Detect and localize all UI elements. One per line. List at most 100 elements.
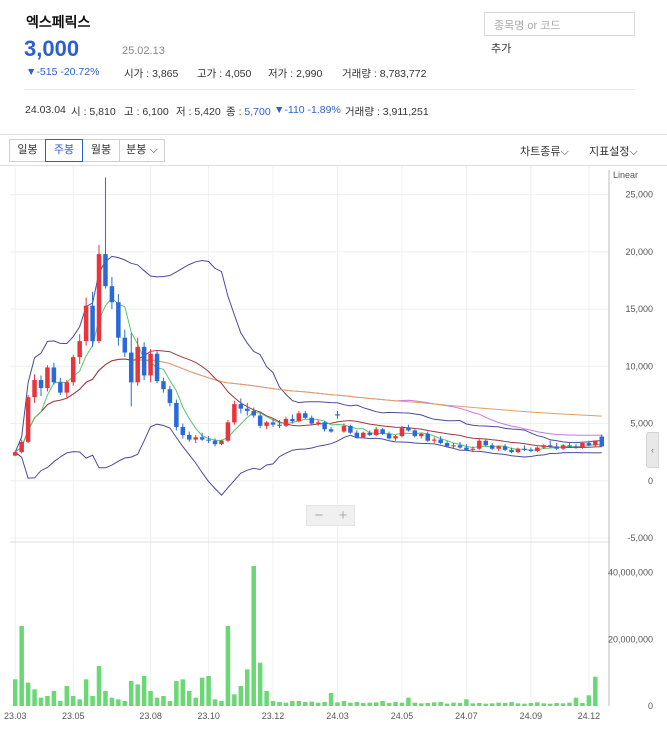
candle-body — [522, 448, 527, 450]
candle-body — [509, 449, 514, 453]
volume-bar — [122, 701, 128, 706]
candle-body — [109, 286, 115, 303]
candle-body — [186, 434, 192, 440]
chart-area[interactable]: Linear 25,000 20,000 15,000 10,000 5,000 0 -5,0… — [0, 166, 667, 733]
volume-bar — [367, 702, 372, 706]
candle-body — [219, 440, 224, 445]
volume-bar — [419, 703, 424, 706]
volume-bar — [212, 699, 218, 706]
volume-bar — [535, 702, 540, 706]
candle-body — [535, 447, 540, 452]
candle-body — [431, 439, 437, 441]
candle-body — [425, 433, 431, 441]
candle-body — [419, 433, 424, 437]
chevron-down-icon: ⌵ — [560, 146, 569, 158]
volume-bar — [477, 703, 482, 706]
price-tick-label: 0 — [648, 476, 653, 486]
candle-body — [315, 422, 321, 424]
candle-body — [593, 440, 598, 446]
stock-chart[interactable]: Linear 25,000 20,000 15,000 10,000 5,000 0 -5,0… — [0, 166, 667, 733]
volume-bar — [154, 697, 160, 706]
volume-bar — [264, 691, 269, 706]
candle-body — [560, 445, 566, 449]
volume-bar — [522, 703, 527, 706]
volume-bar — [399, 702, 405, 706]
candle-body — [277, 424, 282, 426]
volume-bar — [341, 701, 347, 706]
candle-body — [341, 425, 347, 432]
volume-bar — [567, 702, 572, 706]
volume-bar — [393, 702, 398, 706]
tab-daily[interactable]: 일봉 — [9, 139, 46, 162]
candle-body — [51, 367, 57, 383]
volume-tick-label: 20,000,000 — [608, 634, 653, 644]
candle-body — [122, 337, 128, 353]
volume-bar — [32, 689, 37, 706]
x-tick-label: 24.09 — [520, 711, 543, 721]
volume-bar — [457, 703, 463, 706]
volume-bar — [354, 702, 360, 706]
tab-minute[interactable]: 분봉 ⌵ — [119, 139, 165, 162]
candle-body — [238, 404, 244, 409]
price-tick-label: -5,000 — [627, 533, 653, 543]
candle-body — [393, 436, 398, 439]
candle-body — [567, 445, 572, 447]
volume-bar — [547, 703, 553, 706]
low-price: 저가 : 2,990 — [268, 68, 323, 80]
candle-body — [554, 446, 559, 449]
add-button[interactable]: 추가 — [491, 43, 512, 55]
candle-body — [515, 448, 521, 453]
volume-bar — [257, 662, 263, 706]
candle-body — [116, 302, 121, 338]
candle-body — [128, 352, 134, 383]
candle-body — [77, 341, 82, 358]
volume-bar — [303, 702, 308, 706]
volume-bar — [309, 701, 314, 706]
search-input[interactable]: 종목명 or 코드 — [484, 12, 635, 36]
volume-tick-label: 0 — [648, 701, 653, 711]
tab-weekly[interactable]: 주봉 — [45, 139, 83, 162]
volume-bar — [206, 676, 211, 706]
price-tick-label: 5,000 — [630, 419, 653, 429]
tab-monthly[interactable]: 월봉 — [82, 139, 120, 162]
candle-body — [586, 442, 592, 446]
side-panel-toggle[interactable]: ‹ — [646, 432, 659, 468]
candle-body — [58, 382, 63, 393]
volume-bar — [12, 679, 18, 706]
candle-body — [528, 449, 534, 452]
candle-body — [483, 440, 489, 446]
volume-bar — [103, 691, 108, 706]
candle-body — [64, 382, 70, 393]
volume-bar — [238, 686, 244, 706]
candle-body — [470, 448, 476, 450]
volume-bar — [438, 702, 443, 706]
x-tick-label: 23.10 — [197, 711, 220, 721]
candle-body — [367, 432, 372, 435]
x-tick-label: 24.03 — [326, 711, 349, 721]
candle-body — [148, 353, 153, 376]
volume-bar — [451, 702, 456, 706]
zoom-out-button[interactable]: − — [314, 507, 324, 524]
volume-bar — [135, 684, 140, 706]
day-date: 24.03.04 — [25, 104, 66, 116]
candle-body — [232, 404, 237, 423]
volume-bar — [161, 696, 166, 706]
candle-body — [167, 389, 173, 403]
candle-body — [412, 430, 418, 437]
x-tick-label: 23.12 — [262, 711, 285, 721]
candle-body — [161, 381, 166, 390]
chevron-down-icon: ⌵ — [149, 144, 158, 156]
volume-bar — [167, 701, 173, 706]
volume-bar — [328, 692, 334, 706]
candle-body — [573, 446, 579, 448]
candle-body — [373, 429, 379, 435]
high-price: 고가 : 4,050 — [197, 68, 252, 80]
indicator-menu[interactable]: 지표설정⌵ — [589, 143, 638, 159]
candle-body — [96, 254, 102, 342]
x-tick-label: 24.12 — [578, 711, 601, 721]
volume-total: 거래량 : 8,783,772 — [342, 68, 427, 80]
chart-type-menu[interactable]: 차트종류⌵ — [520, 143, 569, 159]
volume-bar — [225, 626, 231, 706]
bollinger-lower-line — [14, 423, 602, 496]
zoom-in-button[interactable]: + — [338, 507, 348, 524]
